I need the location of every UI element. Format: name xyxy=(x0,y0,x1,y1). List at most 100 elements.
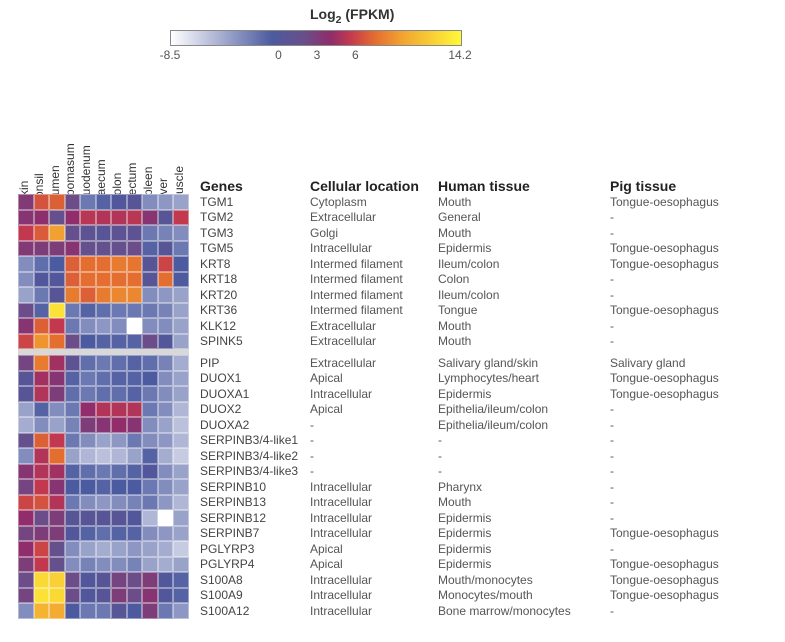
heatmap-cell xyxy=(18,572,34,588)
pig-label: Tongue-oesophagus xyxy=(610,371,780,385)
heatmap-cell xyxy=(34,510,50,526)
heatmap-cell xyxy=(158,210,174,226)
heatmap-cell xyxy=(111,241,127,257)
heatmap-cell xyxy=(80,303,96,319)
gene-label: SERPINB3/4-like2 xyxy=(200,449,306,463)
heatmap-cell xyxy=(111,272,127,288)
heatmap-cell xyxy=(142,210,158,226)
gene-label: DUOX2 xyxy=(200,402,306,416)
pig-label: - xyxy=(610,226,780,240)
heatmap-cell xyxy=(65,241,81,257)
heatmap-cell xyxy=(111,334,127,350)
heatmap-cell xyxy=(65,225,81,241)
heatmap-cell xyxy=(49,241,65,257)
heatmap-cell xyxy=(96,557,112,573)
heatmap-cell xyxy=(65,433,81,449)
heatmap-cell xyxy=(34,194,50,210)
heatmap-cell xyxy=(65,588,81,604)
heatmap-cell xyxy=(111,371,127,387)
heatmap-cell xyxy=(34,334,50,350)
heatmap-cell xyxy=(49,194,65,210)
heatmap-cell xyxy=(142,479,158,495)
heatmap-cell xyxy=(34,572,50,588)
heatmap-cell xyxy=(65,510,81,526)
heatmap-cell xyxy=(158,417,174,433)
pig-label: - xyxy=(610,542,780,556)
heatmap-cell xyxy=(34,303,50,319)
gene-label: SERPINB10 xyxy=(200,480,306,494)
heatmap-cell xyxy=(96,541,112,557)
heatmap-cell xyxy=(49,464,65,480)
heatmap-cell xyxy=(111,479,127,495)
pig-label: - xyxy=(610,511,780,525)
heatmap-cell xyxy=(80,272,96,288)
heatmap-cell xyxy=(80,402,96,418)
heatmap-cell xyxy=(158,241,174,257)
heatmap-cell xyxy=(49,334,65,350)
heatmap-cell xyxy=(18,448,34,464)
heatmap-cell xyxy=(142,572,158,588)
human-label: Monocytes/mouth xyxy=(438,588,604,602)
human-label: Epithelia/ileum/colon xyxy=(438,402,604,416)
heatmap-cell xyxy=(142,417,158,433)
heatmap-cell xyxy=(142,287,158,303)
heatmap-cell xyxy=(49,417,65,433)
human-label: Mouth xyxy=(438,226,604,240)
heatmap-cell xyxy=(65,541,81,557)
heatmap-cell xyxy=(127,318,143,334)
gene-label: SERPINB3/4-like1 xyxy=(200,433,306,447)
pig-label: Tongue-oesophagus xyxy=(610,241,780,255)
heatmap-cell xyxy=(158,272,174,288)
location-label: Cytoplasm xyxy=(310,195,434,209)
heatmap-cell xyxy=(142,371,158,387)
location-label: Extracellular xyxy=(310,319,434,333)
gene-label: SERPINB13 xyxy=(200,495,306,509)
heatmap-cell xyxy=(111,572,127,588)
heatmap-cell xyxy=(49,479,65,495)
heatmap-cell xyxy=(127,588,143,604)
heatmap-cell xyxy=(111,417,127,433)
heatmap-cell xyxy=(65,557,81,573)
heatmap-cell xyxy=(65,402,81,418)
heatmap-cell xyxy=(34,371,50,387)
heatmap-cell xyxy=(65,572,81,588)
heatmap-cell xyxy=(49,225,65,241)
human-label: Lymphocytes/heart xyxy=(438,371,604,385)
location-label: Extracellular xyxy=(310,356,434,370)
heatmap-cell xyxy=(80,479,96,495)
heatmap-cell xyxy=(111,464,127,480)
heatmap-cell xyxy=(49,386,65,402)
heatmap-cell xyxy=(34,417,50,433)
heatmap-cell xyxy=(173,355,189,371)
human-label: Epidermis xyxy=(438,387,604,401)
heatmap-cell xyxy=(49,371,65,387)
gene-label: S100A9 xyxy=(200,588,306,602)
heatmap-cell xyxy=(142,256,158,272)
heatmap-cell xyxy=(18,194,34,210)
location-label: Intracellular xyxy=(310,526,434,540)
location-label: Extracellular xyxy=(310,334,434,348)
heatmap-cell xyxy=(18,386,34,402)
heatmap-cell xyxy=(111,386,127,402)
heatmap-cell xyxy=(173,241,189,257)
heatmap-cell xyxy=(49,495,65,511)
heatmap-cell xyxy=(49,272,65,288)
human-label: Ileum/colon xyxy=(438,288,604,302)
heatmap-cell xyxy=(173,448,189,464)
heatmap-cell xyxy=(80,371,96,387)
heatmap-cell xyxy=(34,272,50,288)
heatmap-cell xyxy=(142,603,158,619)
gene-label: TGM5 xyxy=(200,241,306,255)
heatmap-cell xyxy=(142,318,158,334)
pig-label: - xyxy=(610,210,780,224)
heatmap-cell xyxy=(18,433,34,449)
heatmap-cell xyxy=(173,194,189,210)
heatmap-cell xyxy=(18,603,34,619)
heatmap-cell xyxy=(49,448,65,464)
heatmap-cell xyxy=(158,194,174,210)
heatmap-cell xyxy=(34,256,50,272)
heatmap-cell xyxy=(173,303,189,319)
heatmap-cell xyxy=(34,464,50,480)
heatmap-cell xyxy=(34,588,50,604)
heatmap-cell xyxy=(65,287,81,303)
